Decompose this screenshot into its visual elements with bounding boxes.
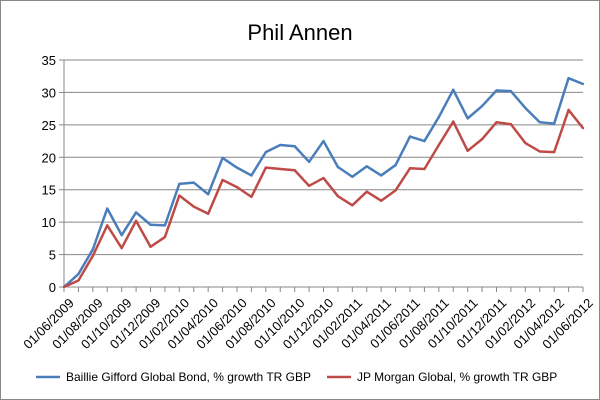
data-point	[206, 193, 210, 196]
data-point	[279, 143, 282, 147]
legend-label: Baillie Gifford Global Bond, % growth TR…	[66, 370, 311, 384]
data-point	[437, 143, 441, 147]
series-line-1	[63, 76, 584, 288]
data-point	[149, 245, 152, 248]
data-point	[452, 120, 455, 123]
data-point	[567, 108, 570, 112]
data-point	[480, 137, 484, 141]
data-point	[394, 163, 397, 167]
data-point	[351, 204, 354, 207]
data-point	[192, 205, 195, 208]
data-point	[408, 167, 412, 170]
data-point	[336, 165, 340, 169]
series-lines	[62, 76, 585, 289]
gridlines	[64, 59, 583, 256]
data-point	[480, 104, 484, 108]
data-point	[495, 121, 498, 124]
data-point	[509, 89, 513, 93]
data-point	[538, 121, 541, 124]
data-point	[221, 178, 224, 182]
data-point	[163, 235, 167, 239]
data-point	[120, 246, 123, 250]
data-point	[192, 181, 195, 184]
data-point	[437, 115, 441, 119]
data-point	[206, 212, 210, 215]
data-point	[322, 139, 325, 143]
data-point	[307, 160, 311, 164]
data-point	[538, 150, 541, 153]
y-tick-label: 0	[49, 280, 56, 295]
data-point	[77, 272, 80, 276]
data-point	[408, 135, 412, 138]
data-point	[509, 123, 513, 126]
data-point	[149, 223, 152, 226]
data-point	[178, 182, 181, 186]
data-point	[423, 167, 426, 171]
data-point	[91, 254, 95, 258]
axes	[63, 60, 583, 288]
data-point	[250, 174, 253, 177]
data-point	[264, 150, 268, 154]
data-point	[293, 169, 296, 172]
y-tick-label: 35	[42, 53, 56, 68]
y-tick-label: 25	[42, 118, 56, 133]
data-point	[394, 189, 397, 192]
data-point	[379, 174, 383, 177]
y-tick-label: 30	[42, 85, 56, 100]
data-point	[62, 285, 66, 289]
y-tick-label: 5	[49, 248, 56, 263]
data-point	[307, 184, 311, 188]
data-point	[279, 167, 282, 171]
data-point	[495, 89, 498, 92]
data-point	[235, 185, 239, 189]
legend-label: JP Morgan Global, % growth TR GBP	[357, 370, 557, 384]
data-point	[221, 156, 224, 160]
data-point	[250, 195, 253, 199]
legend: Baillie Gifford Global Bond, % growth TR…	[36, 370, 557, 384]
data-point	[552, 122, 556, 125]
data-point	[452, 88, 455, 92]
data-point	[235, 166, 239, 169]
data-point	[351, 175, 354, 178]
data-point	[106, 224, 109, 227]
data-point	[91, 248, 95, 251]
y-tick-label: 15	[42, 183, 56, 198]
data-point	[581, 82, 585, 86]
data-point	[466, 149, 469, 152]
data-point	[552, 150, 556, 154]
data-point	[365, 165, 368, 168]
data-point	[106, 207, 109, 210]
data-point	[581, 126, 585, 130]
data-point	[423, 139, 426, 143]
data-point	[293, 145, 296, 148]
data-point	[134, 211, 138, 214]
data-point	[120, 233, 123, 237]
x-axis-ticks: 01/06/200901/08/200901/10/200901/12/2009…	[20, 287, 596, 352]
data-point	[567, 76, 570, 80]
data-point	[77, 279, 80, 282]
data-point	[163, 224, 167, 227]
data-point	[365, 190, 368, 193]
data-point	[524, 106, 527, 110]
data-point	[524, 141, 527, 145]
chart-title: Phil Annen	[247, 20, 352, 45]
series-line-2	[63, 108, 584, 289]
data-point	[264, 166, 268, 169]
y-tick-label: 20	[42, 150, 56, 165]
data-point	[336, 195, 340, 198]
data-point	[134, 219, 138, 223]
y-tick-label: 10	[42, 215, 56, 230]
data-point	[379, 199, 383, 202]
data-point	[322, 176, 325, 180]
data-point	[466, 117, 469, 120]
y-axis-ticks: 0 5 10 15 20 25 30 35	[42, 53, 64, 295]
data-point	[178, 194, 181, 197]
